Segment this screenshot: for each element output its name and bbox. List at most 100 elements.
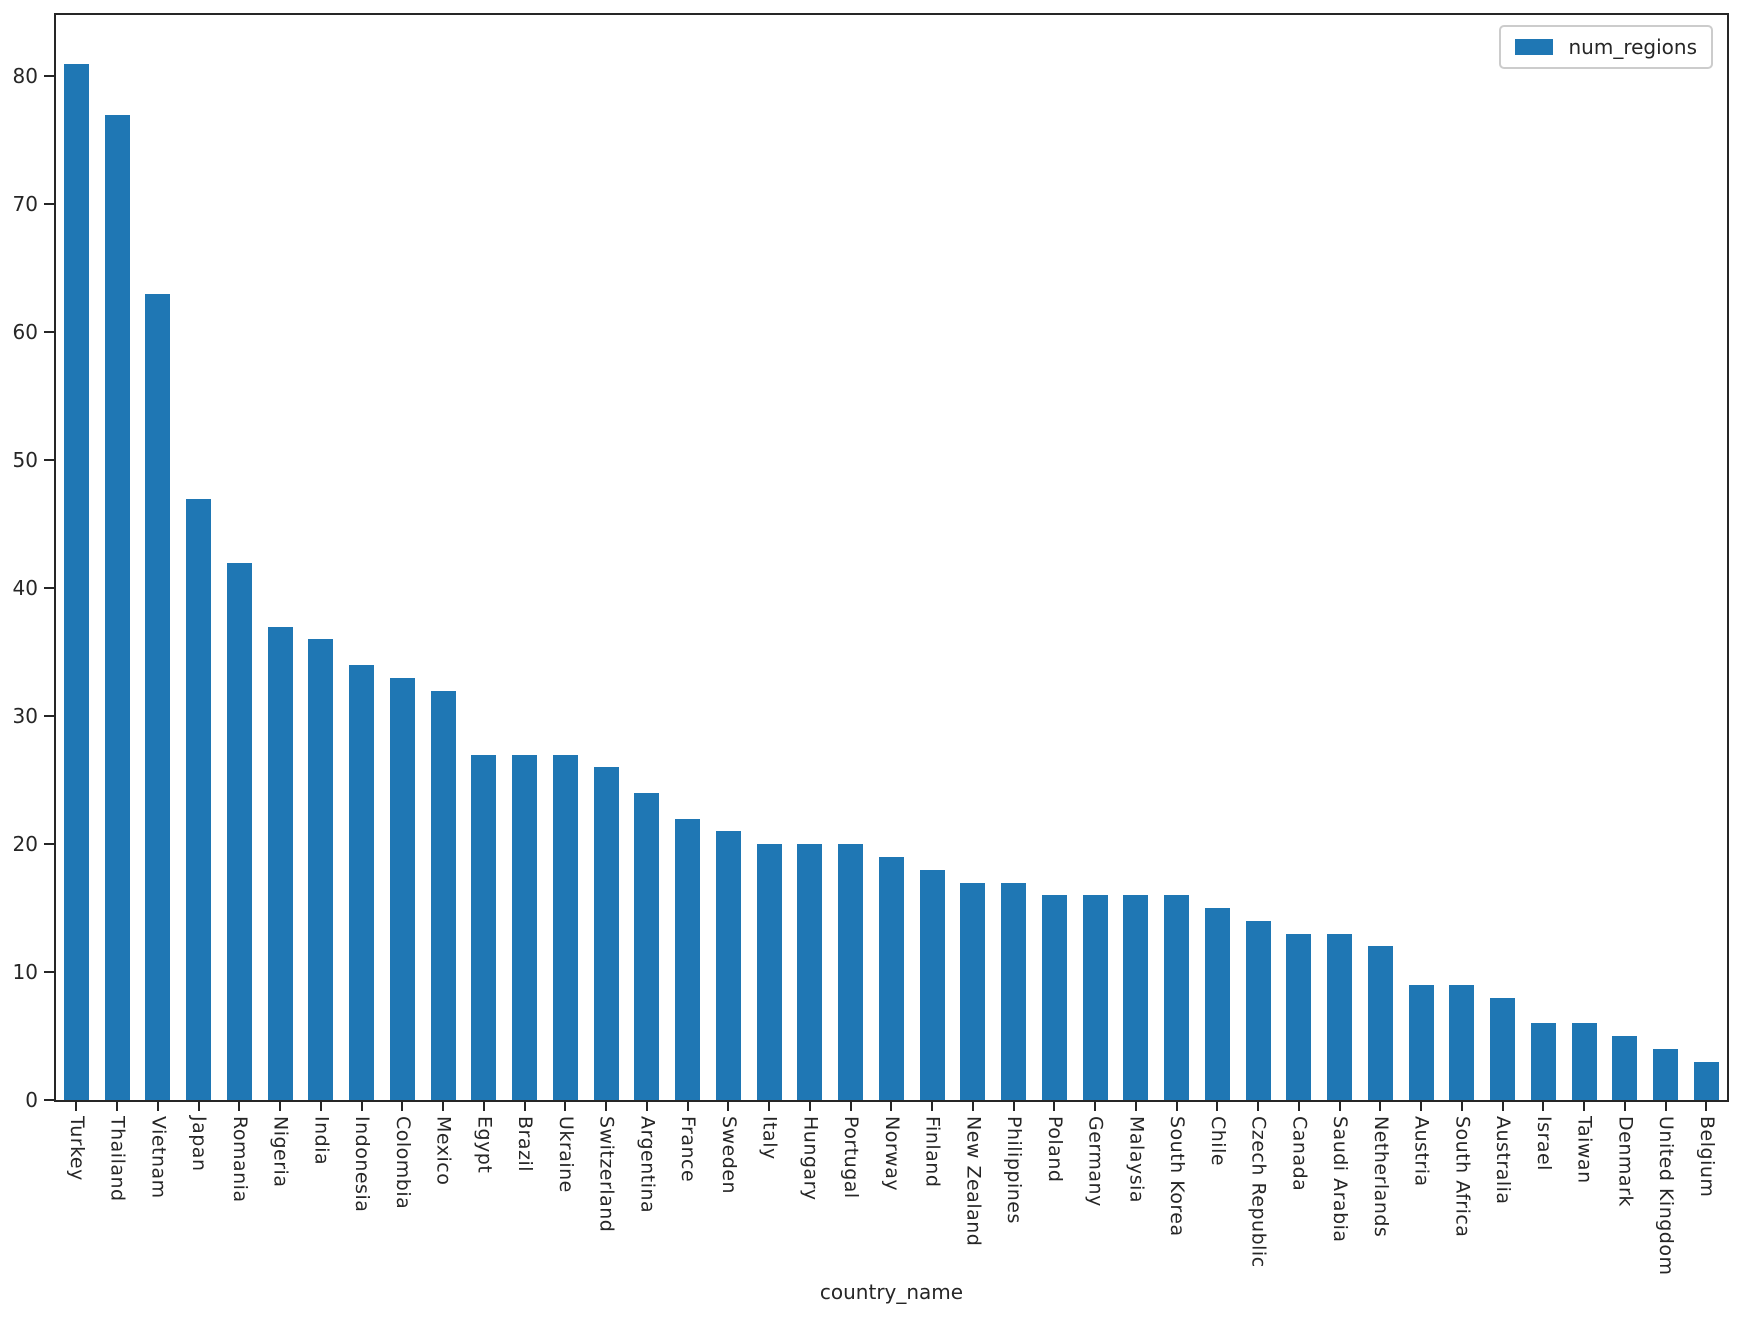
x-category-label: Argentina bbox=[636, 1116, 659, 1214]
bar bbox=[1490, 997, 1516, 1100]
x-tick-mark bbox=[808, 1102, 811, 1111]
y-tick-mark bbox=[44, 331, 54, 334]
x-category-label: Turkey bbox=[65, 1116, 88, 1181]
x-tick-cell bbox=[1564, 1102, 1605, 1111]
bar-slot bbox=[464, 15, 505, 1100]
bar-slot bbox=[912, 15, 953, 1100]
bar bbox=[1123, 895, 1149, 1100]
x-tick-mark bbox=[197, 1102, 200, 1111]
bar bbox=[1612, 1036, 1638, 1100]
x-category-cell: Philippines bbox=[993, 1116, 1034, 1276]
x-category-cell: Poland bbox=[1034, 1116, 1075, 1276]
x-category-label: Egypt bbox=[473, 1116, 496, 1174]
x-category-label: Romania bbox=[228, 1116, 251, 1203]
x-tick-cell bbox=[1401, 1102, 1442, 1111]
x-category-labels: Turkey Thailand Vietnam Japan Romania Nigeria… bbox=[56, 1116, 1727, 1276]
x-tick-cell bbox=[423, 1102, 464, 1111]
bar-slot bbox=[1605, 15, 1646, 1100]
bar bbox=[878, 856, 904, 1100]
x-tick-mark bbox=[971, 1102, 974, 1111]
x-tick-cell bbox=[708, 1102, 749, 1111]
bar bbox=[1653, 1048, 1679, 1100]
x-tick-mark bbox=[1175, 1102, 1178, 1111]
x-tick-cell bbox=[301, 1102, 342, 1111]
x-tick-cell bbox=[830, 1102, 871, 1111]
x-category-label: Hungary bbox=[799, 1116, 822, 1201]
x-tick-mark bbox=[1134, 1102, 1137, 1111]
x-category-label: Belgium bbox=[1695, 1116, 1718, 1198]
x-category-label: Finland bbox=[921, 1116, 944, 1188]
x-category-cell: Israel bbox=[1523, 1116, 1564, 1276]
bar bbox=[1041, 895, 1067, 1100]
bar-slot bbox=[830, 15, 871, 1100]
x-tick-mark bbox=[931, 1102, 934, 1111]
bar bbox=[1082, 895, 1108, 1100]
x-category-label: South Korea bbox=[1166, 1116, 1189, 1237]
y-tick-label: 10 bbox=[12, 960, 38, 985]
bar bbox=[1571, 1023, 1597, 1100]
y-tick-mark bbox=[44, 459, 54, 462]
x-category-cell: Netherlands bbox=[1360, 1116, 1401, 1276]
bar bbox=[797, 844, 823, 1100]
bar bbox=[593, 767, 619, 1100]
x-category-label: Italy bbox=[758, 1116, 781, 1160]
x-category-cell: Turkey bbox=[56, 1116, 97, 1276]
x-category-label: Philippines bbox=[1003, 1116, 1026, 1224]
x-category-cell: Malaysia bbox=[1116, 1116, 1157, 1276]
x-tick-cell bbox=[138, 1102, 179, 1111]
bar bbox=[1327, 933, 1353, 1100]
bar bbox=[1408, 984, 1434, 1100]
y-tick-mark bbox=[44, 1099, 54, 1101]
x-category-cell: Taiwan bbox=[1564, 1116, 1605, 1276]
bar bbox=[471, 754, 497, 1100]
x-category-label: Sweden bbox=[717, 1116, 740, 1195]
x-category-cell: Egypt bbox=[464, 1116, 505, 1276]
x-category-cell: Switzerland bbox=[586, 1116, 627, 1276]
bar-slot bbox=[1442, 15, 1483, 1100]
bar bbox=[1286, 933, 1312, 1100]
x-category-label: Brazil bbox=[514, 1116, 537, 1173]
bar-slot bbox=[1156, 15, 1197, 1100]
x-category-cell: Romania bbox=[219, 1116, 260, 1276]
x-tick-cell bbox=[1156, 1102, 1197, 1111]
bar-slot bbox=[504, 15, 545, 1100]
x-category-label: Nigeria bbox=[269, 1116, 292, 1188]
x-tick-mark bbox=[1664, 1102, 1667, 1111]
bar bbox=[349, 664, 375, 1100]
bar-slot bbox=[953, 15, 994, 1100]
bar-slot bbox=[1238, 15, 1279, 1100]
x-tick-cell bbox=[749, 1102, 790, 1111]
bar bbox=[552, 754, 578, 1100]
x-category-cell: Norway bbox=[871, 1116, 912, 1276]
bar-slot bbox=[993, 15, 1034, 1100]
x-tick-mark bbox=[116, 1102, 119, 1111]
x-tick-cell bbox=[1442, 1102, 1483, 1111]
y-tick-label: 30 bbox=[12, 704, 38, 729]
x-category-label: United Kingdom bbox=[1655, 1116, 1678, 1276]
bar-slot bbox=[1523, 15, 1564, 1100]
x-tick-cell bbox=[545, 1102, 586, 1111]
legend-label: num_regions bbox=[1568, 35, 1697, 59]
x-tick-mark bbox=[1338, 1102, 1341, 1111]
bar-slot bbox=[871, 15, 912, 1100]
bar-slot bbox=[341, 15, 382, 1100]
x-category-label: Denmark bbox=[1614, 1116, 1637, 1207]
x-tick-mark bbox=[442, 1102, 445, 1111]
x-tick-mark bbox=[645, 1102, 648, 1111]
x-category-cell: Finland bbox=[912, 1116, 953, 1276]
x-category-label: Australia bbox=[1492, 1116, 1515, 1205]
bar bbox=[308, 639, 334, 1100]
x-tick-mark bbox=[1379, 1102, 1382, 1111]
bar bbox=[756, 844, 782, 1100]
x-category-label: Canada bbox=[1288, 1116, 1311, 1192]
x-tick-mark bbox=[686, 1102, 689, 1111]
bar bbox=[226, 562, 252, 1100]
x-category-cell: United Kingdom bbox=[1645, 1116, 1686, 1276]
x-tick-mark bbox=[564, 1102, 567, 1111]
bar bbox=[919, 869, 945, 1100]
x-category-cell: Belgium bbox=[1686, 1116, 1727, 1276]
y-tick-mark bbox=[44, 75, 54, 78]
x-tick-mark bbox=[319, 1102, 322, 1111]
x-category-label: Japan bbox=[188, 1116, 211, 1172]
